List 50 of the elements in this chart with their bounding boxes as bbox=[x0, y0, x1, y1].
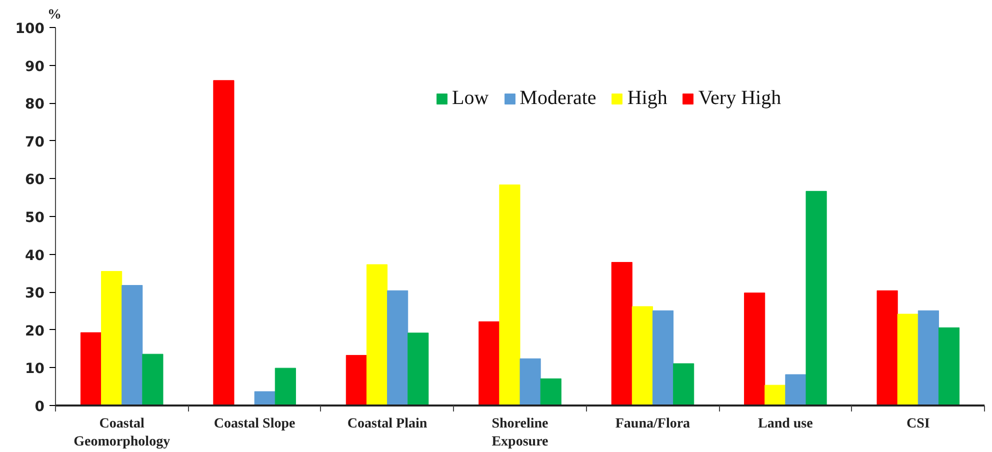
bar bbox=[478, 321, 500, 406]
x-tick-label: Coastal Slope bbox=[214, 416, 296, 432]
y-tick-label: 40 bbox=[25, 248, 45, 264]
bar bbox=[806, 190, 827, 406]
y-axis-title: % bbox=[48, 8, 62, 22]
bar bbox=[632, 306, 653, 406]
y-tick-label: 70 bbox=[25, 134, 45, 150]
x-tick-label: CSI bbox=[906, 416, 930, 432]
bar bbox=[744, 292, 766, 406]
bar bbox=[408, 332, 429, 406]
bar bbox=[652, 310, 674, 406]
y-tick-label: 10 bbox=[25, 361, 45, 378]
bar bbox=[346, 354, 367, 406]
y-tick-label: 30 bbox=[25, 286, 45, 302]
bar bbox=[387, 290, 408, 406]
legend-label: Moderate bbox=[520, 87, 596, 110]
x-tick-label: Shoreline Exposure bbox=[492, 416, 548, 450]
x-tick-label: Land use bbox=[758, 416, 813, 432]
legend-label: Low bbox=[452, 87, 489, 110]
bar bbox=[897, 314, 918, 406]
bar bbox=[611, 262, 632, 406]
bar bbox=[673, 363, 694, 406]
y-tick-label: 0 bbox=[34, 399, 45, 415]
y-tick-label: 50 bbox=[25, 210, 45, 226]
y-tick-label: 20 bbox=[25, 323, 45, 340]
y-tick-label: 100 bbox=[15, 21, 45, 37]
bar bbox=[122, 285, 143, 406]
bar bbox=[938, 327, 960, 406]
x-tick-label: Coastal Geomorphology bbox=[74, 416, 170, 450]
y-tick-label: 90 bbox=[25, 58, 45, 75]
bar bbox=[520, 358, 541, 406]
bar bbox=[274, 368, 296, 406]
x-tick-label: Coastal Plain bbox=[347, 416, 428, 432]
bar bbox=[213, 80, 234, 406]
y-tick-label: 80 bbox=[25, 96, 45, 113]
bar bbox=[80, 332, 102, 406]
bar bbox=[101, 271, 122, 406]
bar bbox=[254, 391, 276, 406]
x-tick-label: Fauna/Flora bbox=[615, 416, 690, 432]
bar bbox=[876, 290, 898, 406]
bar bbox=[764, 384, 786, 406]
legend-label: High bbox=[627, 87, 668, 110]
legend-label: Very High bbox=[698, 87, 782, 110]
bar bbox=[499, 184, 520, 406]
bar bbox=[785, 374, 806, 406]
bar bbox=[366, 264, 388, 406]
y-tick-label: 60 bbox=[25, 172, 45, 188]
bar bbox=[918, 310, 939, 406]
bar bbox=[540, 378, 562, 406]
bar bbox=[142, 354, 164, 406]
